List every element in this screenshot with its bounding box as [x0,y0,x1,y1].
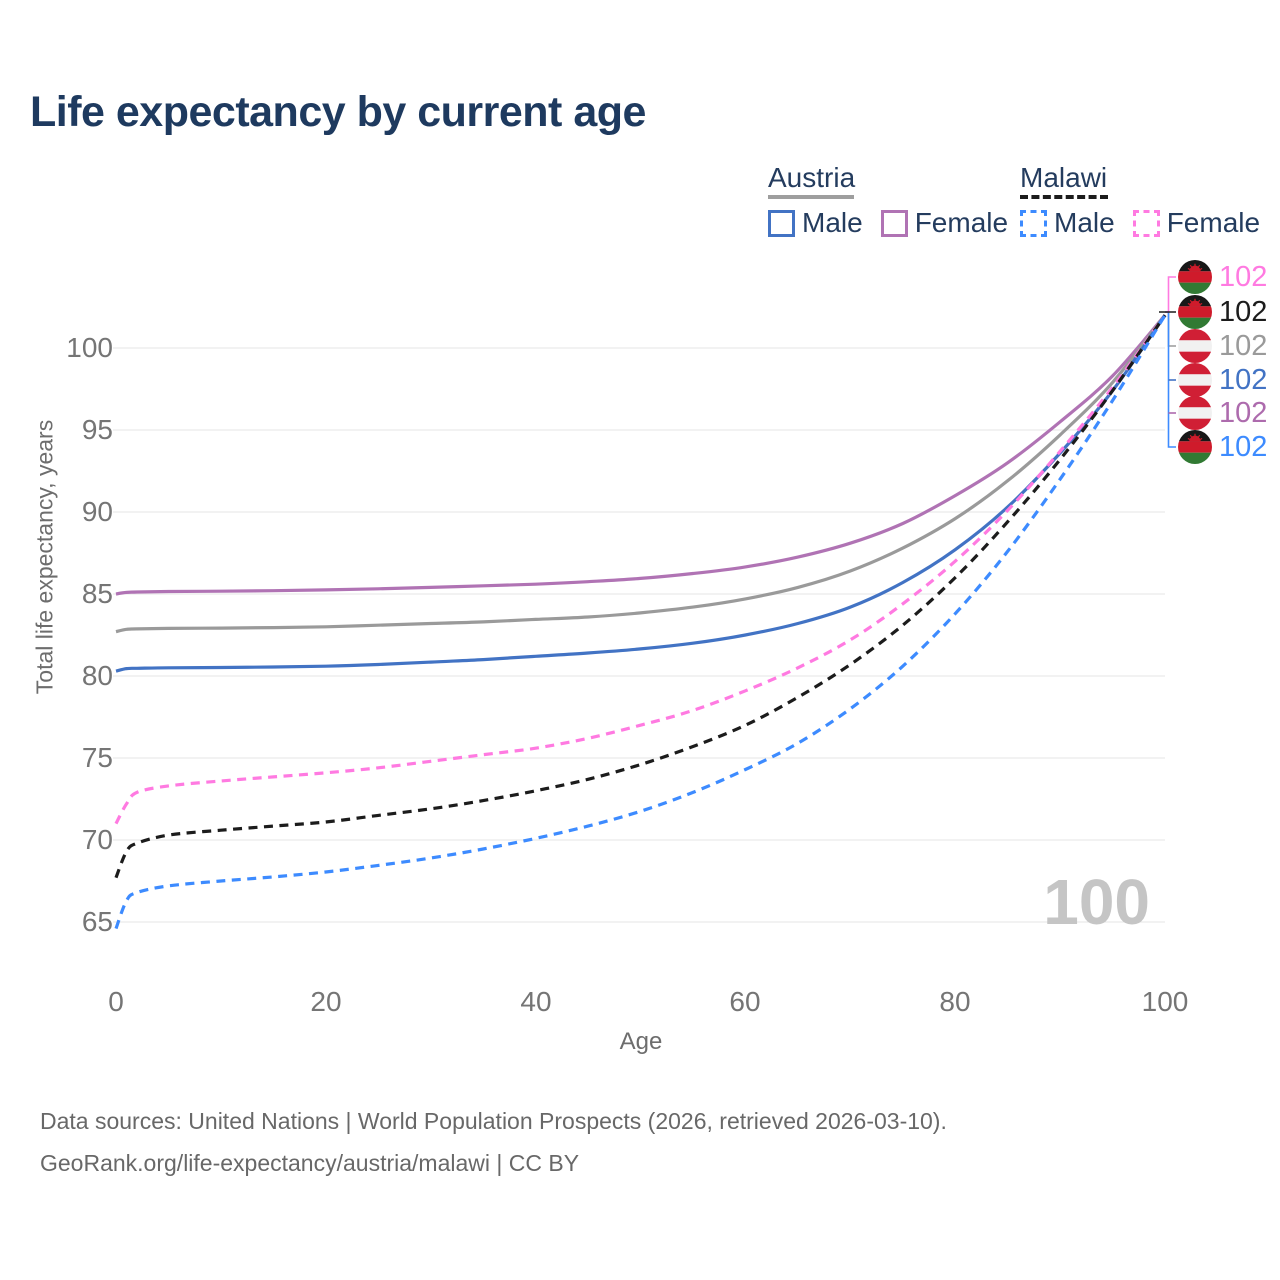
y-tick-75: 75 [81,742,113,773]
page-title: Life expectancy by current age [30,88,646,136]
end-label-value: 102 [1219,296,1268,328]
legend-label-malawi-male[interactable]: Male [1054,207,1115,238]
end-label-value: 102 [1219,261,1268,293]
x-tick-100: 100 [1141,986,1189,1017]
y-tick-100: 100 [66,332,113,363]
leader-line [1165,276,1176,313]
series-line-malawi-male [114,314,1167,930]
legend-row-malawi: Male Female [1020,209,1278,237]
leader-line [1165,311,1176,347]
end-label-value: 102 [1219,397,1268,429]
series-line-malawi-female [114,314,1167,825]
age-watermark: 100 [1043,866,1150,938]
end-label-row: 102 [1178,328,1267,364]
y-tick-90: 90 [81,496,113,527]
end-label-row: 102 [1178,395,1267,431]
series-line-malawi-both-sexes [114,314,1167,879]
austria-flag-icon [1178,363,1212,397]
malawi-flag-icon [1178,260,1212,294]
series-line-austria-male [115,314,1167,673]
malawi-flag-icon [1178,295,1212,329]
legend-header-malawi[interactable]: Malawi [1020,162,1108,193]
legend-swatch-malawi-female[interactable] [1132,209,1160,237]
x-tick-80: 80 [939,986,971,1017]
end-label-value: 102 [1219,364,1268,396]
x-tick-20: 20 [310,986,342,1017]
x-axis-title: Age [619,1028,663,1055]
y-tick-65: 65 [81,906,113,937]
legend-label-austria-female[interactable]: Female [914,207,1009,238]
x-tick-60: 60 [729,986,761,1017]
y-tick-85: 85 [81,578,113,609]
series-line-austria-female [115,314,1167,596]
end-label-value: 102 [1219,330,1268,362]
end-label-value: 102 [1219,431,1268,463]
end-label-row: 102 [1178,294,1267,330]
legend-swatch-malawi-male[interactable] [1020,209,1047,237]
legend-label-austria-male[interactable]: Male [802,207,863,238]
y-tick-80: 80 [81,660,113,691]
y-tick-70: 70 [81,824,113,855]
footer-sources: Data sources: United Nations | World Pop… [40,1108,947,1134]
end-label-row: 102 [1178,259,1267,295]
legend-group-austria: Austria Male Female [768,163,1026,237]
series-line-austria-both-sexes [115,314,1167,634]
legend-group-malawi: Malawi Male Female [1020,163,1278,237]
legend-label-malawi-female[interactable]: Female [1166,207,1261,238]
end-label-row: 102 [1178,429,1267,465]
legend-underline-dashed [1020,195,1108,199]
x-tick-40: 40 [520,986,552,1017]
austria-flag-icon [1178,396,1212,430]
legend-underline-solid [768,195,854,199]
legend-row-austria: Male Female [768,209,1026,237]
malawi-flag-icon [1178,430,1212,464]
legend-swatch-austria-female[interactable] [880,209,908,237]
y-tick-95: 95 [81,414,113,445]
y-axis-title: Total life expectancy, years [31,419,58,695]
legend-swatch-austria-male[interactable] [768,209,795,237]
end-label-row: 102 [1178,362,1267,398]
austria-flag-icon [1178,329,1212,363]
x-tick-0: 0 [108,986,124,1017]
legend-header-austria[interactable]: Austria [768,162,856,193]
footer-url: GeoRank.org/life-expectancy/austria/mala… [40,1150,580,1176]
